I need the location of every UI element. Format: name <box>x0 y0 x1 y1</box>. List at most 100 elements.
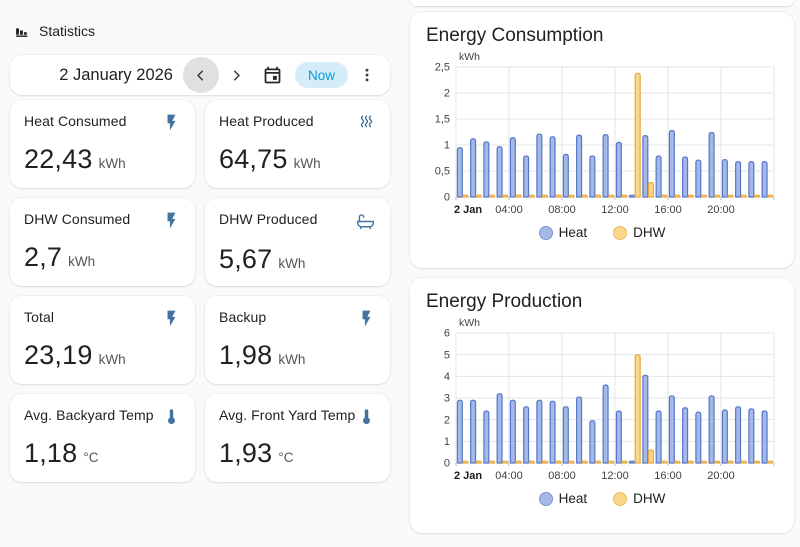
stat-title: Avg. Front Yard Temp <box>219 407 356 423</box>
svg-text:04:00: 04:00 <box>495 204 523 216</box>
legend-label: DHW <box>633 491 666 506</box>
stat-value: 2,7 <box>24 242 63 272</box>
stat-unit: kWh <box>293 156 321 171</box>
svg-text:08:00: 08:00 <box>548 470 576 482</box>
stat-card-avg-front-yard-temp[interactable]: Avg. Front Yard Temp 1,93 °C <box>205 394 390 482</box>
stat-value: 23,19 <box>24 340 93 370</box>
page-title: Statistics <box>39 22 96 39</box>
legend-item-dhw[interactable]: DHW <box>613 225 665 240</box>
chart-legend: Heat DHW <box>426 225 778 240</box>
svg-text:2: 2 <box>444 88 450 100</box>
chart-legend: Heat DHW <box>426 491 778 506</box>
stat-title: Heat Produced <box>219 113 314 129</box>
now-button[interactable]: Now <box>294 62 348 88</box>
chevron-right-icon <box>228 67 245 84</box>
svg-text:2: 2 <box>444 414 450 426</box>
stat-unit: kWh <box>68 254 96 269</box>
stat-title: DHW Consumed <box>24 211 131 227</box>
legend-item-heat[interactable]: Heat <box>538 225 588 240</box>
legend-label: Heat <box>558 225 588 240</box>
svg-text:1,5: 1,5 <box>435 114 450 126</box>
legend-item-dhw[interactable]: DHW <box>613 491 665 506</box>
stat-unit: kWh <box>98 352 126 367</box>
legend-item-heat[interactable]: Heat <box>538 491 588 506</box>
stat-value: 1,98 <box>219 340 273 370</box>
stat-value: 5,67 <box>219 244 273 274</box>
energy-production-card: Energy Production 0 1 2 3 4 5 6 kWh 2 Jan 04:00 08… <box>410 278 794 533</box>
svg-text:5: 5 <box>444 349 450 361</box>
svg-text:0: 0 <box>444 458 450 470</box>
svg-text:16:00: 16:00 <box>654 470 682 482</box>
calendar-icon <box>262 65 283 86</box>
stat-unit: kWh <box>278 352 306 367</box>
stat-value: 1,93 <box>219 438 273 468</box>
svg-text:08:00: 08:00 <box>548 204 576 216</box>
overflow-menu-button[interactable] <box>352 57 382 93</box>
partial-card-above <box>410 0 794 6</box>
stat-card-avg-backyard-temp[interactable]: Avg. Backyard Temp 1,18 °C <box>10 394 195 482</box>
svg-text:2,5: 2,5 <box>435 62 450 74</box>
stat-title: Avg. Backyard Temp <box>24 407 154 423</box>
heat-wave-icon <box>357 113 376 132</box>
stat-card-heat-consumed[interactable]: Heat Consumed 22,43 kWh <box>10 100 195 188</box>
svg-text:3: 3 <box>444 393 450 405</box>
energy-consumption-card: Energy Consumption 0 0,5 1 1,5 2 2,5 kWh 2 Jan 0… <box>410 12 794 268</box>
stat-unit: °C <box>278 450 294 465</box>
svg-text:0,5: 0,5 <box>435 166 450 178</box>
energy-consumption-chart[interactable]: 0 0,5 1 1,5 2 2,5 kWh 2 Jan 04:00 08:00 12:00 16:00… <box>426 51 778 223</box>
heat-legend-dot-icon <box>538 491 553 506</box>
chart-title: Energy Consumption <box>426 25 604 46</box>
stat-title: Heat Consumed <box>24 113 127 129</box>
stat-value: 22,43 <box>24 144 93 174</box>
svg-text:04:00: 04:00 <box>495 470 523 482</box>
stat-title: DHW Produced <box>219 211 318 227</box>
stat-unit: °C <box>83 450 99 465</box>
stat-unit: kWh <box>98 156 126 171</box>
stats-grid: Heat Consumed 22,43 kWh Heat Produced 64… <box>10 100 390 482</box>
svg-text:1: 1 <box>444 436 450 448</box>
previous-day-button[interactable] <box>182 57 219 93</box>
svg-text:20:00: 20:00 <box>707 204 735 216</box>
stat-value: 64,75 <box>219 144 288 174</box>
heat-legend-dot-icon <box>538 225 553 240</box>
dhw-legend-dot-icon <box>613 491 628 506</box>
thermometer-icon <box>357 407 376 426</box>
svg-text:kWh: kWh <box>459 51 480 63</box>
stat-title: Total <box>24 309 55 325</box>
stat-card-dhw-produced[interactable]: DHW Produced 5,67 kWh <box>205 198 390 286</box>
stat-card-total[interactable]: Total 23,19 kWh <box>10 296 195 384</box>
calendar-picker-button[interactable] <box>255 57 291 93</box>
svg-text:0: 0 <box>444 192 450 204</box>
energy-production-chart[interactable]: 0 1 2 3 4 5 6 kWh 2 Jan 04:00 08:00 12:00 16:00 20:00 <box>426 317 778 489</box>
stat-card-dhw-consumed[interactable]: DHW Consumed 2,7 kWh <box>10 198 195 286</box>
svg-text:12:00: 12:00 <box>601 204 629 216</box>
lightning-bolt-icon <box>162 309 181 328</box>
svg-text:kWh: kWh <box>459 317 480 329</box>
kebab-menu-icon <box>358 66 376 84</box>
legend-label: DHW <box>633 225 666 240</box>
bathtub-icon <box>355 211 376 232</box>
svg-text:2 Jan: 2 Jan <box>454 470 482 482</box>
stat-title: Backup <box>219 309 267 325</box>
svg-text:6: 6 <box>444 328 450 340</box>
chart-histogram-icon <box>14 22 31 39</box>
thermometer-icon <box>162 407 181 426</box>
dhw-legend-dot-icon <box>613 225 628 240</box>
selected-date-label: 2 January 2026 <box>59 65 173 84</box>
svg-text:20:00: 20:00 <box>707 470 735 482</box>
next-day-button[interactable] <box>219 57 255 93</box>
stat-unit: kWh <box>278 256 306 271</box>
chevron-left-icon <box>192 67 209 84</box>
legend-label: Heat <box>558 491 588 506</box>
stat-card-heat-produced[interactable]: Heat Produced 64,75 kWh <box>205 100 390 188</box>
svg-text:2 Jan: 2 Jan <box>454 204 482 216</box>
stat-value: 1,18 <box>24 438 78 468</box>
chart-title: Energy Production <box>426 291 583 312</box>
svg-text:4: 4 <box>444 371 450 383</box>
stat-card-backup[interactable]: Backup 1,98 kWh <box>205 296 390 384</box>
page-header: Statistics <box>14 22 95 39</box>
lightning-bolt-icon <box>162 113 181 132</box>
lightning-bolt-icon <box>357 309 376 328</box>
svg-text:12:00: 12:00 <box>601 470 629 482</box>
